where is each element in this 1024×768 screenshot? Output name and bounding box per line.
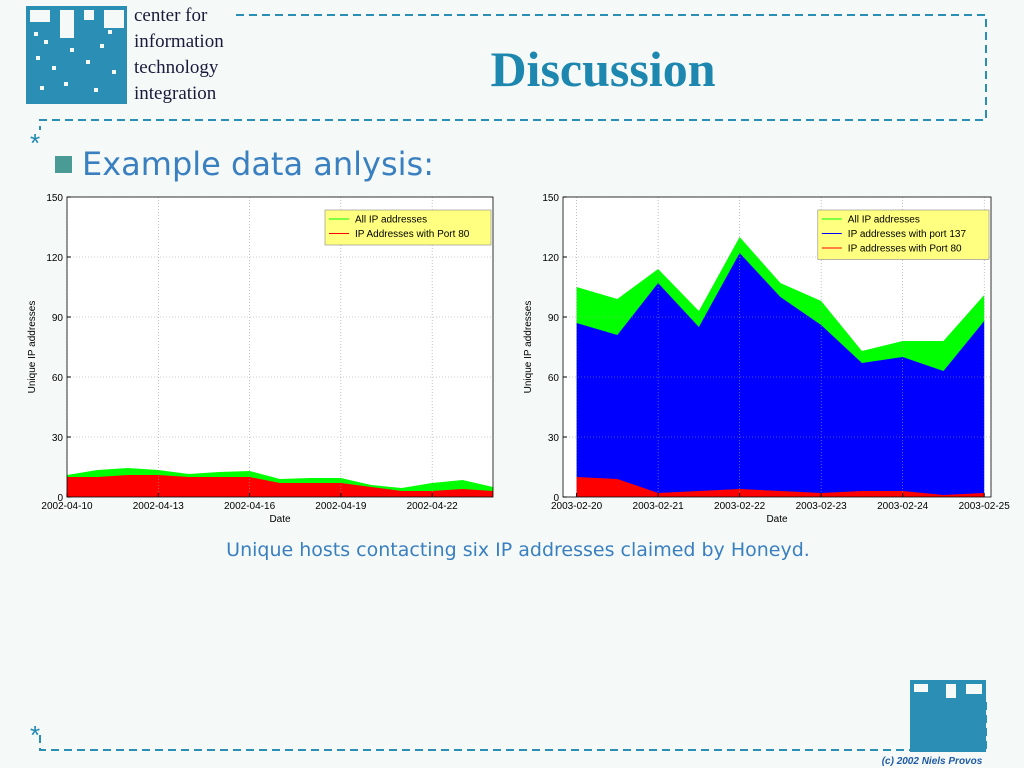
legend: All IP addresses IP addresses with port 1… <box>817 209 990 260</box>
legend-label: All IP addresses <box>848 215 920 226</box>
x-tick-label: 2002-04-22 <box>407 501 459 512</box>
x-tick-label: 2002-04-13 <box>133 501 185 512</box>
area <box>576 253 985 497</box>
logo-line: technology <box>134 57 219 78</box>
x-tick-label: 2003-02-20 <box>551 501 603 512</box>
x-tick-label: 2003-02-22 <box>714 501 766 512</box>
plot-frame <box>562 196 992 498</box>
bullet-text: Example data anlysis: <box>82 145 434 183</box>
y-tick-label: 60 <box>548 373 560 384</box>
footer: (c) 2002 Niels Provos <box>882 756 983 767</box>
caption: Unique hosts contacting six IP addresses… <box>226 539 810 561</box>
legend-label: IP Addresses with Port 80 <box>355 229 470 240</box>
slide-title: Discussion <box>490 41 715 97</box>
legend-label: IP addresses with Port 80 <box>848 244 962 255</box>
x-tick-label: 2002-04-16 <box>224 501 276 512</box>
plot-area <box>67 197 493 497</box>
y-tick-label: 150 <box>46 193 63 204</box>
header-frame <box>39 14 987 130</box>
y-tick-label: 90 <box>548 313 560 324</box>
logo-line: center for <box>134 5 208 26</box>
logo-line: information <box>134 31 224 52</box>
x-tick-label: 2003-02-25 <box>959 501 1011 512</box>
x-tick-label: 2003-02-24 <box>877 501 929 512</box>
x-tick-label: 2003-02-23 <box>796 501 848 512</box>
plot-frame <box>66 196 494 498</box>
x-tick-label: 2002-04-10 <box>41 501 93 512</box>
y-tick-label: 30 <box>52 433 64 444</box>
y-tick-label: 0 <box>57 493 63 504</box>
legend-box <box>324 209 492 246</box>
y-tick-label: 60 <box>52 373 64 384</box>
legend: All IP addresses IP Addresses with Port 8… <box>324 209 492 246</box>
area <box>67 475 493 497</box>
y-tick-label: 120 <box>542 253 559 264</box>
y-tick-label: 0 <box>553 493 559 504</box>
marker: * <box>30 128 40 158</box>
x-axis-label: Date <box>766 514 788 525</box>
legend-label: All IP addresses <box>355 215 427 226</box>
bullet-square <box>55 156 72 173</box>
y-axis-label: Unique IP addresses <box>27 301 38 394</box>
logo-small <box>910 680 986 752</box>
logo-line: integration <box>134 83 217 104</box>
y-axis-label: Unique IP addresses <box>523 301 534 394</box>
logo <box>26 6 127 104</box>
footer-frame <box>39 700 987 751</box>
y-tick-label: 30 <box>548 433 560 444</box>
y-tick-label: 90 <box>52 313 64 324</box>
marker: * <box>30 720 40 750</box>
x-tick-label: 2003-02-21 <box>633 501 685 512</box>
legend-label: IP addresses with port 137 <box>848 229 967 240</box>
legend-box <box>817 209 990 260</box>
x-axis-label: Date <box>269 514 291 525</box>
y-tick-label: 150 <box>542 193 559 204</box>
area <box>576 477 985 497</box>
x-tick-label: 2002-04-19 <box>315 501 367 512</box>
y-tick-label: 120 <box>46 253 63 264</box>
